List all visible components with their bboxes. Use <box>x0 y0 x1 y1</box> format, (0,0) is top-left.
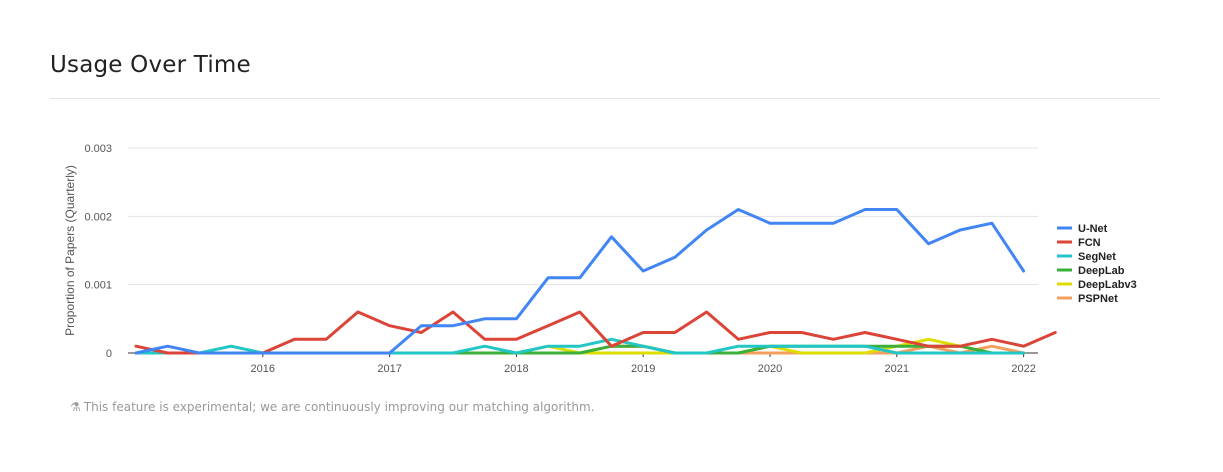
y-tick-label: 0.002 <box>84 211 112 223</box>
series-line-fcn <box>134 310 1057 355</box>
x-tick-label: 2016 <box>251 363 275 375</box>
series-line-u-net <box>134 208 1026 355</box>
y-tick-label: 0.001 <box>84 280 112 292</box>
x-tick-label: 2021 <box>885 363 909 375</box>
x-tick-label: 2019 <box>631 363 655 375</box>
flask-icon: ⚗ <box>70 400 81 414</box>
title-divider <box>50 98 1160 99</box>
legend-label: PSPNet <box>1078 293 1118 305</box>
y-tick-label: 0.003 <box>84 143 112 155</box>
x-tick-label: 2017 <box>377 363 401 375</box>
y-axis-label: Proportion of Papers (Quarterly) <box>63 165 77 336</box>
legend-label: U-Net <box>1078 223 1108 235</box>
section-title: Usage Over Time <box>50 52 251 78</box>
legend-label: FCN <box>1078 237 1101 249</box>
experimental-footnote: ⚗ This feature is experimental; we are co… <box>70 400 594 414</box>
legend-label: DeepLab <box>1078 265 1125 277</box>
footnote-text: This feature is experimental; we are con… <box>83 400 595 414</box>
legend-label: DeepLabv3 <box>1078 279 1137 291</box>
legend-label: SegNet <box>1078 251 1116 263</box>
x-tick-label: 2022 <box>1011 363 1035 375</box>
x-tick-label: 2020 <box>758 363 782 375</box>
x-tick-label: 2018 <box>504 363 528 375</box>
y-tick-label: 0 <box>106 348 112 360</box>
